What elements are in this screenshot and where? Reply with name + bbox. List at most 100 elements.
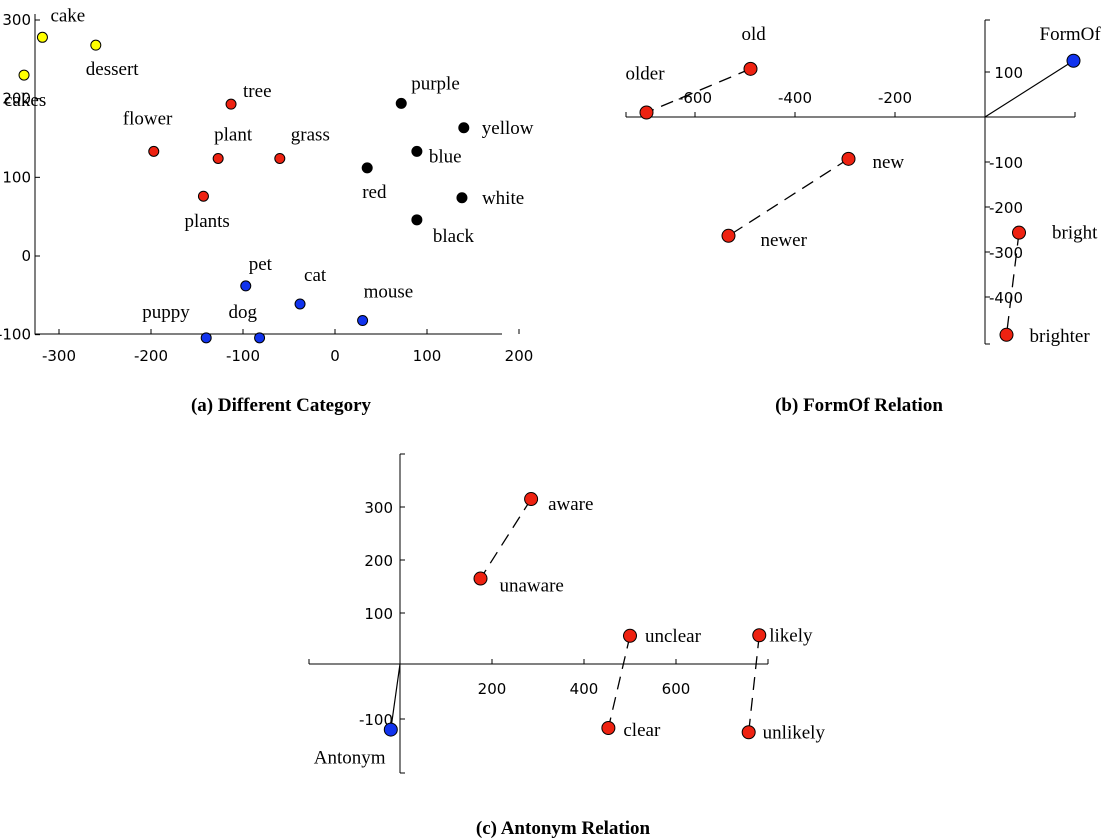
point-label-unclear: unclear	[645, 626, 702, 647]
y-tick-label: 200	[2, 90, 31, 108]
point-antonym	[383, 722, 398, 737]
point-red	[361, 162, 373, 174]
x-tick-label: 0	[330, 347, 340, 365]
point-label-grass: grass	[291, 124, 330, 145]
point-label-blue: blue	[429, 146, 462, 167]
point-label-purple: purple	[411, 73, 460, 94]
y-tick-label: 100	[2, 168, 31, 186]
point-label-antonym: Antonym	[314, 748, 386, 769]
point-label-puppy: puppy	[142, 302, 190, 323]
x-tick-label: 200	[478, 680, 507, 698]
point-label-bright: bright	[1052, 223, 1098, 244]
point-label-yellow: yellow	[482, 118, 534, 139]
relation-line-bright-brighter	[1005, 232, 1020, 335]
point-unclear	[623, 628, 637, 643]
point-plant	[212, 152, 224, 164]
y-tick-label: 100	[364, 605, 393, 623]
point-label-mouse: mouse	[364, 282, 414, 303]
point-clear	[601, 721, 616, 736]
point-label-aware: aware	[548, 494, 593, 515]
y-tick-label: -200	[989, 199, 1023, 217]
y-tick-label: -400	[989, 289, 1023, 307]
point-purple	[395, 97, 407, 109]
point-label-flower: flower	[123, 108, 173, 129]
point-unaware	[473, 571, 488, 586]
point-label-formof: FormOf	[1040, 24, 1102, 45]
point-blue	[411, 145, 423, 157]
x-tick-label: 200	[505, 347, 534, 365]
relation-line-new-newer	[728, 158, 849, 237]
point-label-plants: plants	[184, 211, 229, 232]
relation-vector-formof	[984, 60, 1074, 118]
caption-b: (b) FormOf Relation	[775, 395, 943, 416]
point-label-black: black	[433, 226, 475, 247]
x-tick-label: 600	[662, 680, 691, 698]
panel-different-category: -1000100200300-400-300-200-1000100200cak…	[0, 5, 534, 365]
point-label-plant: plant	[214, 124, 253, 145]
point-label-pet: pet	[249, 254, 273, 275]
point-puppy	[200, 332, 212, 344]
y-tick-label: 300	[2, 11, 31, 29]
point-aware	[524, 492, 539, 507]
x-tick-label: 100	[413, 347, 442, 365]
point-cakes	[18, 69, 30, 81]
relation-line-unclear-clear	[607, 635, 631, 729]
point-cake	[36, 31, 48, 43]
x-tick-label: -300	[42, 347, 76, 365]
point-unlikely	[741, 725, 756, 740]
x-tick-label: 400	[570, 680, 599, 698]
point-label-dessert: dessert	[86, 59, 139, 80]
axis-frame	[34, 14, 502, 335]
point-white	[456, 192, 468, 204]
point-formof	[1066, 53, 1081, 68]
point-dog	[254, 332, 266, 344]
point-label-older: older	[626, 64, 666, 85]
point-label-unlikely: unlikely	[763, 722, 826, 743]
point-yellow	[458, 122, 470, 134]
x-tick-label: -200	[134, 347, 168, 365]
point-label-clear: clear	[623, 720, 661, 741]
point-label-likely: likely	[769, 625, 813, 646]
y-tick-label: -100	[359, 711, 393, 729]
point-plants	[197, 190, 209, 202]
point-mouse	[357, 315, 369, 327]
caption-a: (a) Different Category	[191, 395, 372, 416]
x-tick-label: -100	[226, 347, 260, 365]
relation-line-likely-unlikely	[748, 635, 760, 733]
y-tick-label: -300	[989, 244, 1023, 262]
y-tick-label: -100	[0, 326, 31, 344]
point-label-cakes: cakes	[4, 90, 46, 111]
point-grass	[274, 152, 286, 164]
y-tick-label: 200	[364, 552, 393, 570]
y-tick-label: -100	[989, 154, 1023, 172]
point-tree	[225, 98, 237, 110]
point-label-newer: newer	[761, 230, 808, 251]
point-newer	[721, 228, 736, 243]
point-likely	[752, 628, 767, 643]
relation-line-aware-unaware	[479, 498, 532, 579]
point-black	[411, 214, 423, 226]
point-pet	[240, 280, 252, 292]
point-label-tree: tree	[243, 81, 271, 102]
panel-antonym-relation: 200 400 600 300 200 100 -100 Antonym aware unawar…	[308, 453, 826, 774]
point-label-unaware: unaware	[500, 576, 564, 597]
point-label-dog: dog	[229, 302, 258, 323]
panel-formof-relation: -600 -400 -200 100 -100 -200 -300 -400 FormOf old…	[625, 19, 1102, 347]
point-bright	[1012, 225, 1026, 240]
point-label-cat: cat	[304, 265, 327, 286]
point-older	[639, 105, 654, 120]
relation-line-old-older	[646, 68, 751, 114]
relation-vector-antonym	[390, 663, 401, 730]
y-tick-label: 300	[364, 499, 393, 517]
point-flower	[148, 145, 160, 157]
point-label-cake: cake	[50, 5, 85, 26]
point-cat	[294, 298, 306, 310]
x-tick-label: -600	[678, 89, 712, 107]
x-tick-label: -400	[778, 89, 812, 107]
point-dessert	[90, 39, 102, 51]
point-old	[743, 61, 758, 76]
caption-c: (c) Antonym Relation	[476, 818, 651, 839]
x-tick-label: -200	[878, 89, 912, 107]
y-tick-label: 0	[21, 247, 31, 265]
point-label-old: old	[742, 24, 767, 45]
